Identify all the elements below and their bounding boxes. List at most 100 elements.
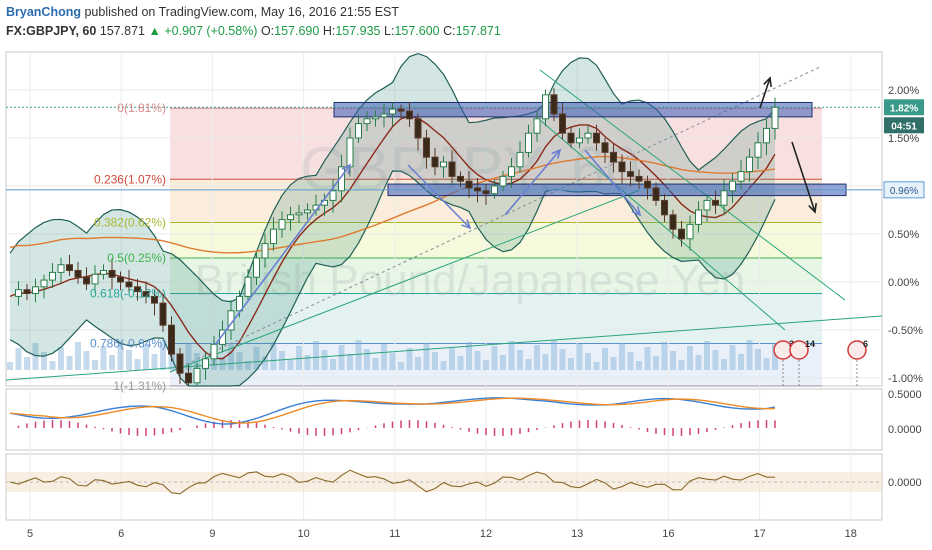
event-marker [789, 340, 809, 360]
candle-body [406, 110, 413, 120]
arrow-down-1-head [461, 219, 472, 230]
candle-body [363, 118, 371, 125]
volume-bar [75, 342, 81, 370]
volume-bar [449, 347, 455, 370]
candle-body [49, 271, 56, 281]
volume-bar [32, 343, 39, 370]
volume-bar [670, 351, 676, 370]
candle-body [669, 214, 677, 230]
arrow-forecast-down-head [808, 202, 817, 214]
candle-body [397, 108, 405, 112]
volume-bar [763, 358, 770, 370]
momentum-line [9, 469, 776, 495]
resistance-zone [333, 101, 813, 118]
y-tick-label: 1.50% [888, 133, 919, 145]
candle-body [746, 156, 753, 173]
volume-bar [738, 354, 744, 370]
candle-body [550, 94, 558, 115]
volume-bar [49, 361, 56, 370]
volume-bar [755, 349, 761, 370]
low-label: L: [384, 24, 395, 38]
candle-body [414, 118, 422, 139]
volume-bar [517, 350, 523, 370]
macd-pane: 0.5000 0.0000 [9, 389, 922, 436]
volume-bar [228, 343, 234, 370]
candle-body [270, 228, 277, 245]
candle-body [57, 264, 65, 273]
candle-body [678, 228, 685, 240]
x-tick-label: 12 [480, 528, 492, 540]
candle-body [261, 243, 269, 259]
arrow-down-1 [407, 164, 471, 229]
volume-bar [338, 345, 345, 370]
volume-bar [704, 341, 710, 370]
volume-bar [661, 342, 668, 370]
candle-body [440, 161, 447, 168]
candle-body [304, 209, 311, 214]
price-badges: 1.82% 04:51 0.96% [883, 99, 925, 199]
last-price: 157.871 [99, 24, 145, 38]
publisher-name[interactable]: BryanChong [6, 5, 81, 19]
arrow-up-1-head [341, 163, 352, 174]
fib-label-5: 0.786(-0.64%) [90, 336, 166, 350]
x-axis: 5 6 9 10 11 12 13 16 17 18 [27, 528, 857, 540]
candle-body [32, 286, 39, 295]
volume-bar [58, 347, 64, 370]
volume-bar [270, 342, 277, 370]
y-tick-label: 2.00% [888, 85, 919, 97]
volume-bar [491, 346, 498, 370]
x-tick-label: 5 [27, 528, 33, 540]
badge-level-bg [883, 181, 925, 199]
volume-bar [593, 362, 600, 370]
candle-body [355, 123, 362, 139]
long-trend-line [5, 315, 883, 381]
candle-body [525, 132, 532, 153]
candle-body [533, 118, 541, 134]
volume-bar [695, 355, 702, 370]
candle-body [91, 273, 99, 285]
candle-body [593, 132, 600, 144]
fib-label-1: 0.236(1.07%) [94, 172, 166, 186]
badge-countdown-bg [884, 117, 924, 134]
candle-body [83, 276, 90, 285]
candle-body [695, 209, 702, 225]
volume-bar [296, 346, 302, 370]
volume-bar [644, 347, 651, 370]
event-marker-count: 6 [863, 339, 868, 349]
volume-bar [474, 351, 481, 370]
x-tick-label: 13 [571, 528, 583, 540]
badge-countdown: 04:51 [891, 121, 917, 132]
candle-body [108, 269, 116, 278]
candle-body [346, 137, 354, 168]
candle-body [125, 281, 133, 288]
fib-label-6: 1(-1.31%) [113, 379, 166, 393]
candle-body [380, 113, 388, 118]
badge-level: 0.96% [890, 186, 918, 197]
candle-body [737, 171, 745, 182]
volume-bar [721, 359, 727, 370]
volume-bar [508, 341, 515, 370]
candle-body [168, 324, 175, 355]
arrow-up-1 [214, 164, 351, 346]
volume-bar [279, 351, 285, 370]
arrow-up-2-head [551, 148, 562, 159]
badge-last-pct: 1.82% [890, 103, 918, 114]
volume-bar [372, 358, 379, 370]
macd-tick: 0.5000 [888, 389, 922, 401]
fib-labels: 0(1.81%) 0.236(1.07%) 0.382(0.62%) 0.5(0.25… [90, 101, 166, 393]
price-change: +0.907 (+0.58%) [164, 24, 258, 38]
volume-bar [559, 349, 566, 370]
candle-body [720, 190, 728, 206]
candle-body [754, 142, 762, 158]
candle-body [627, 171, 634, 177]
channel-line-lower [539, 119, 786, 331]
candle-body [712, 199, 719, 206]
x-tick-label: 9 [209, 528, 215, 540]
volume-bar [236, 352, 243, 370]
volume-bar [687, 346, 693, 370]
badge-last-pct-bg [884, 99, 924, 116]
volume-bar [772, 344, 778, 370]
candle-body [389, 108, 396, 115]
candle-body [15, 289, 22, 297]
